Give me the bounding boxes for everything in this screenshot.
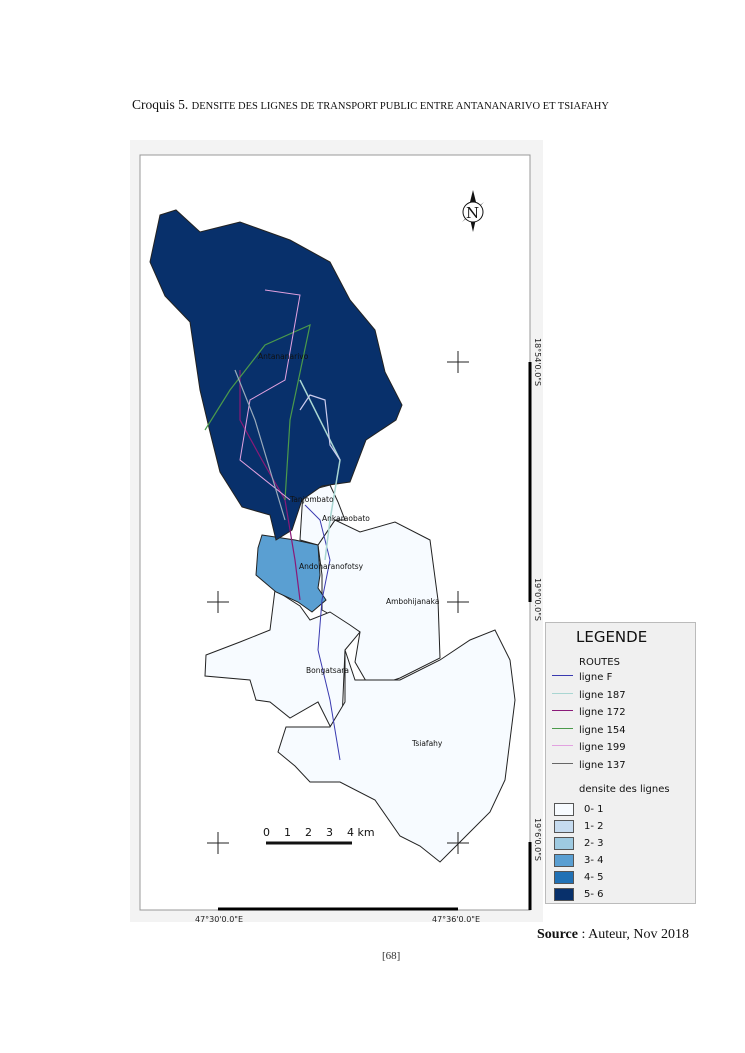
legend-route-item: ligne 199 <box>552 742 626 753</box>
label-andoharanofotsy: Andoharanofotsy <box>299 562 364 571</box>
route-line-swatch <box>552 710 573 711</box>
legend-routes-title: ROUTES <box>579 657 620 668</box>
route-line-swatch <box>552 727 573 729</box>
route-label: ligne 137 <box>579 759 626 771</box>
commune-bongatsara <box>204 589 361 727</box>
label-tanjombato: Tanjombato <box>289 495 334 504</box>
source-label: Source <box>537 927 578 942</box>
route-line-swatch <box>552 692 573 694</box>
density-swatch <box>554 837 574 850</box>
route-label: ligne 199 <box>579 742 626 753</box>
label-ambohijanaka: Ambohijanaka <box>386 597 439 606</box>
latitude-label: 19°0'0.0"S <box>533 578 542 621</box>
route-label: ligne 154 <box>579 724 626 736</box>
route-ligne-f <box>304 504 341 761</box>
route-ligne-137 <box>234 369 286 521</box>
route-line-swatch <box>552 762 573 764</box>
legend-density-item: 1- 2 <box>554 820 604 833</box>
route-line-swatch <box>552 745 573 746</box>
page-number: [68] <box>382 950 401 962</box>
density-label: 2- 3 <box>584 838 604 849</box>
route-label: ligne 172 <box>579 707 626 718</box>
legend-title: LEGENDE <box>576 628 648 646</box>
density-label: 1- 2 <box>584 821 604 832</box>
scale-tick: 2 <box>305 826 312 839</box>
legend-route-item: ligne F <box>552 672 612 683</box>
north-label: N <box>466 204 479 222</box>
legend-density-item: 4- 5 <box>554 871 604 884</box>
legend-route-item: ligne 154 <box>552 725 626 736</box>
legend-density-item: 5- 6 <box>554 888 604 901</box>
longitude-label: 47°36'0.0"E <box>432 915 480 924</box>
commune-andoharanofotsy <box>255 534 327 613</box>
density-swatch <box>554 871 574 884</box>
scale-tick: 0 <box>263 826 270 839</box>
north-arrow-icon: N <box>462 190 484 232</box>
density-label: 3- 4 <box>584 855 604 866</box>
density-label: 4- 5 <box>584 872 604 883</box>
label-bongatsara: Bongatsara <box>306 666 349 675</box>
scale-bar: 0 1 2 3 4 km <box>263 826 375 845</box>
label-ankaraobato: Ankaraobato <box>322 514 370 523</box>
legend-route-item: ligne 172 <box>552 707 626 718</box>
density-swatch <box>554 803 574 816</box>
legend-density-item: 2- 3 <box>554 837 604 850</box>
figure-title: Croquis 5. DENSITE DES LIGNES DE TRANSPO… <box>132 97 609 113</box>
density-swatch <box>554 820 574 833</box>
legend-density-item: 3- 4 <box>554 854 604 867</box>
river <box>299 394 341 461</box>
source-text: : Auteur, Nov 2018 <box>577 927 690 942</box>
graticule-crosses <box>207 351 469 854</box>
label-tsiafahy: Tsiafahy <box>411 739 443 748</box>
route-ligne-154 <box>204 323 311 501</box>
label-antananarivo: Antananarivo <box>258 352 309 361</box>
map-legend: LEGENDE ROUTES ligne F ligne 187 ligne 172… <box>545 622 696 904</box>
legend-route-item: ligne 187 <box>552 690 626 701</box>
legend-density-item: 0- 1 <box>554 803 604 816</box>
legend-route-item: ligne 137 <box>552 760 626 771</box>
commune-tsiafahy <box>277 629 516 863</box>
figure-number: Croquis 5. <box>132 97 189 112</box>
route-ligne-199 <box>239 289 301 501</box>
latitude-label: 19°6'0.0"S <box>533 818 542 861</box>
longitude-label: 47°30'0.0"E <box>195 915 243 924</box>
route-label: ligne 187 <box>579 689 626 701</box>
route-line-swatch <box>552 675 573 676</box>
scale-tick: 4 km <box>347 826 375 839</box>
legend-density-title: densite des lignes <box>579 784 670 795</box>
density-label: 5- 6 <box>584 889 604 900</box>
density-swatch <box>554 854 574 867</box>
scale-tick: 1 <box>284 826 291 839</box>
scale-tick: 3 <box>326 826 333 839</box>
figure-source: Source : Auteur, Nov 2018 <box>537 927 689 943</box>
density-label: 0- 1 <box>584 804 604 815</box>
density-swatch <box>554 888 574 901</box>
figure-caption: DENSITE DES LIGNES DE TRANSPORT PUBLIC E… <box>191 101 609 112</box>
route-label: ligne F <box>579 672 613 683</box>
latitude-label: 18°54'0.0"S <box>533 338 542 386</box>
